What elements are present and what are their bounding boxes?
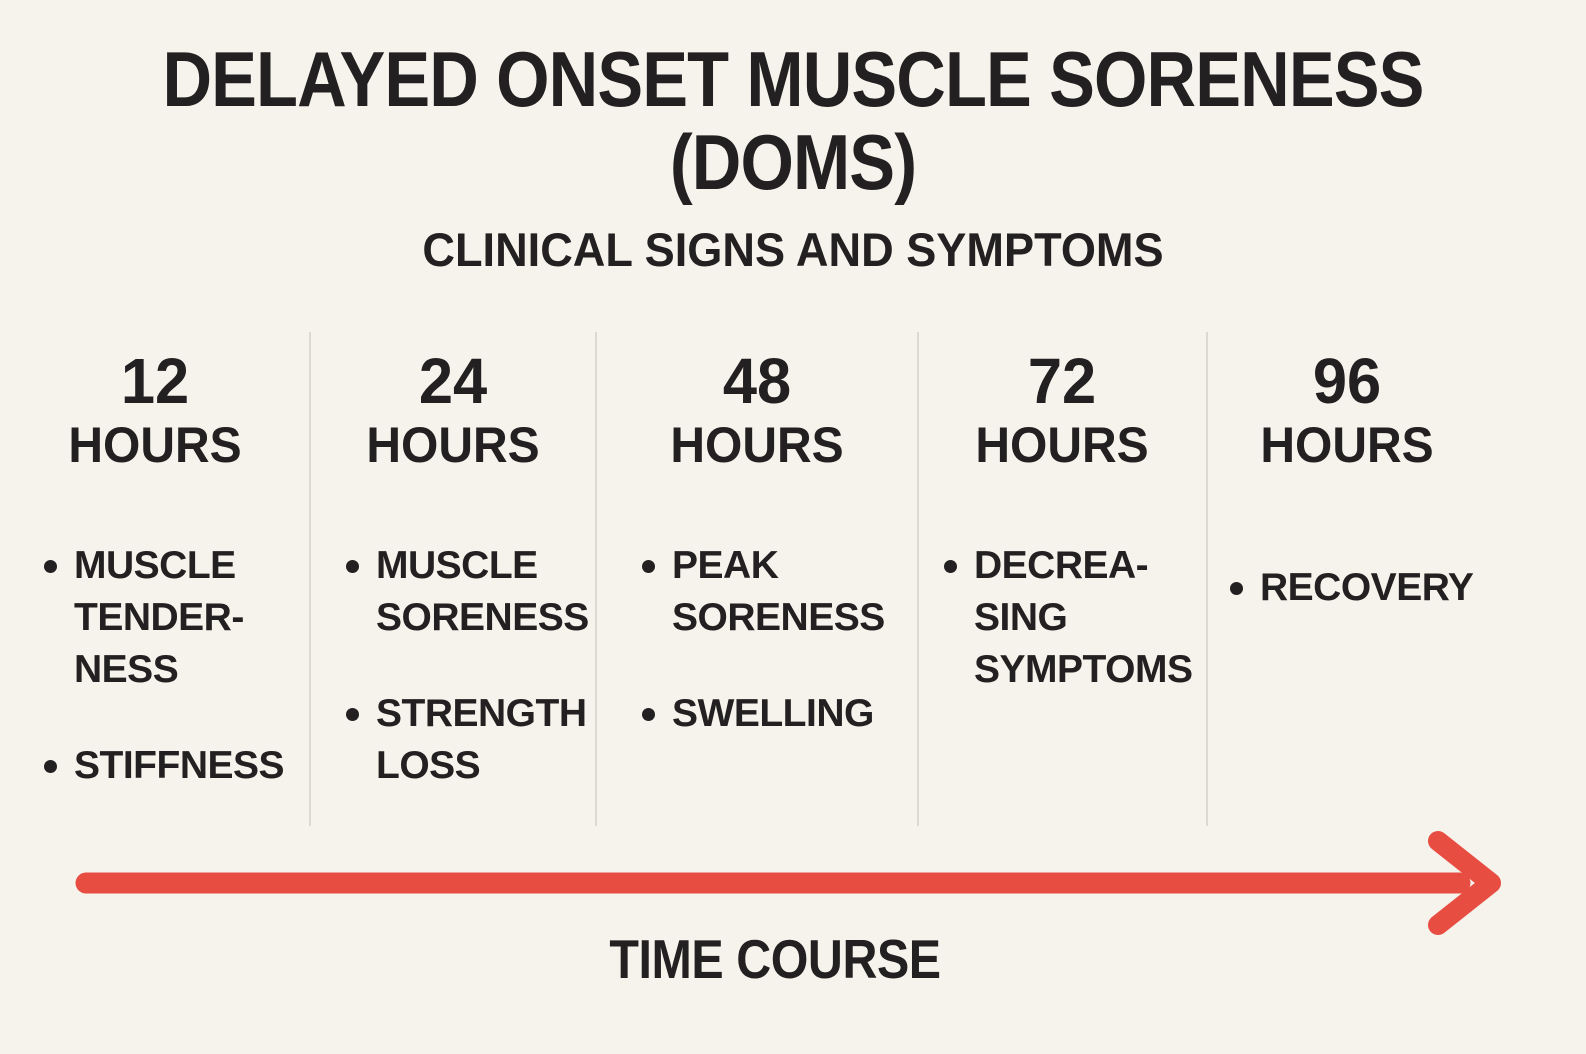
symptom-item: STRENGTH LOSS	[346, 688, 596, 792]
bullet-dot	[642, 708, 655, 721]
bullet-dot	[642, 560, 655, 573]
bullet-dot	[944, 560, 957, 573]
column-divider	[309, 332, 311, 826]
time-course-label: TIME COURSE	[609, 928, 941, 990]
page-title: DELAYED ONSET MUSCLE SORENESS (DOMS)	[95, 38, 1491, 204]
column-divider	[1206, 332, 1208, 826]
time-value: 24	[418, 345, 488, 417]
timeline-column-48h: 48 HOURS PEAK SORENESS SWELLING	[596, 340, 918, 836]
symptom-text: MUSCLE SORENESS	[376, 544, 589, 639]
bullet-dot	[346, 708, 359, 721]
time-unit: HOURS	[68, 417, 242, 473]
time-unit: HOURS	[975, 417, 1149, 473]
time-value: 12	[120, 345, 190, 417]
symptom-text: STIFFNESS	[74, 744, 285, 787]
timeline-column-12h: 12 HOURS MUSCLE TENDER- NESS STIFFNESS	[0, 340, 310, 836]
column-header: 48 HOURS	[596, 340, 918, 474]
bullet-dot	[44, 560, 57, 573]
column-header: 12 HOURS	[0, 340, 310, 474]
page-title-line2: (DOMS)	[669, 118, 917, 206]
time-value: 48	[722, 345, 792, 417]
page-title-line1: DELAYED ONSET MUSCLE SORENESS	[162, 35, 1424, 123]
symptom-list: DECREA- SING SYMPTOMS	[918, 540, 1206, 696]
bullet-dot	[346, 560, 359, 573]
time-unit: HOURS	[366, 417, 540, 473]
arrow-right-icon	[75, 831, 1501, 935]
symptom-item: MUSCLE TENDER- NESS	[44, 540, 310, 696]
symptom-item: PEAK SORENESS	[642, 540, 918, 644]
column-divider	[595, 332, 597, 826]
timeline-column-72h: 72 HOURS DECREA- SING SYMPTOMS	[918, 340, 1206, 836]
timeline-column-24h: 24 HOURS MUSCLE SORENESS STRENGTH LOSS	[310, 340, 596, 836]
column-header: 96 HOURS	[1206, 340, 1488, 474]
symptom-text: RECOVERY	[1260, 566, 1474, 609]
symptom-text: STRENGTH LOSS	[376, 692, 587, 787]
symptom-item: DECREA- SING SYMPTOMS	[944, 540, 1206, 696]
arrow-head	[1428, 831, 1501, 935]
symptom-list: PEAK SORENESS SWELLING	[596, 540, 918, 740]
timeline: 12 HOURS MUSCLE TENDER- NESS STIFFNESS 2…	[0, 340, 1488, 836]
symptom-item: SWELLING	[642, 688, 918, 740]
symptom-list: RECOVERY	[1206, 562, 1488, 614]
symptom-item: RECOVERY	[1230, 562, 1488, 614]
time-unit: HOURS	[1260, 417, 1434, 473]
timeline-column-96h: 96 HOURS RECOVERY	[1206, 340, 1488, 836]
column-header: 24 HOURS	[310, 340, 596, 474]
time-value: 96	[1312, 345, 1382, 417]
time-unit: HOURS	[670, 417, 844, 473]
symptom-list: MUSCLE TENDER- NESS STIFFNESS	[0, 540, 310, 792]
bullet-dot	[1230, 582, 1243, 595]
symptom-text: MUSCLE TENDER- NESS	[74, 544, 244, 691]
time-value: 72	[1027, 345, 1097, 417]
symptom-text: PEAK SORENESS	[672, 544, 885, 639]
column-divider	[917, 332, 919, 826]
symptom-item: STIFFNESS	[44, 740, 310, 792]
column-header: 72 HOURS	[918, 340, 1206, 474]
symptom-text: SWELLING	[672, 692, 874, 735]
symptom-text: DECREA- SING SYMPTOMS	[974, 544, 1193, 691]
symptom-item: MUSCLE SORENESS	[346, 540, 596, 644]
page-subtitle: CLINICAL SIGNS AND SYMPTOMS	[422, 223, 1164, 276]
bullet-dot	[44, 760, 57, 773]
symptom-list: MUSCLE SORENESS STRENGTH LOSS	[310, 540, 596, 792]
